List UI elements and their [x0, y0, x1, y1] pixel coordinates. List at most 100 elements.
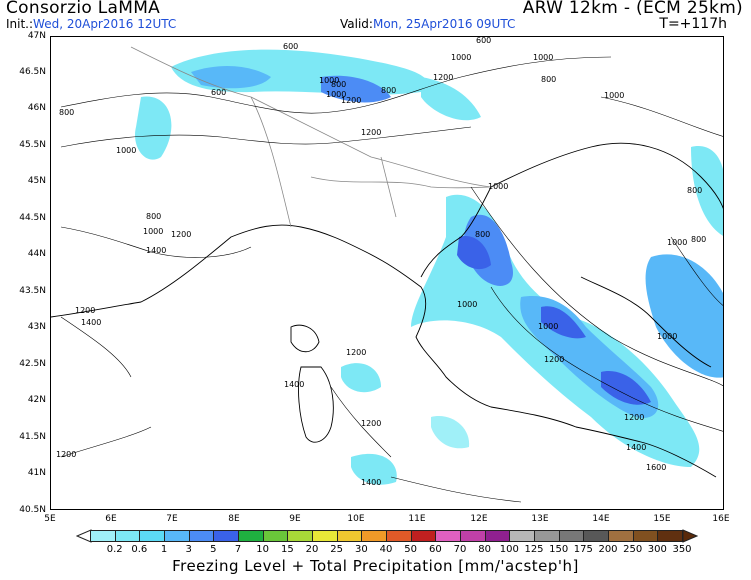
- contour-label: 800: [331, 80, 346, 89]
- contour-label: 1400: [284, 380, 304, 389]
- precipitation-map: 600 600 800 1000 1000 800 1000 1200 600 …: [50, 36, 724, 510]
- contour-label: 1000: [533, 53, 553, 62]
- init-time: Init.:Wed, 20Apr2016 12UTC: [6, 17, 176, 31]
- legend-label: 70: [453, 544, 467, 555]
- precipitation-fill: [135, 49, 723, 485]
- legend-label: 15: [280, 544, 294, 555]
- legend-swatch: [287, 530, 313, 542]
- valid-time: Valid:Mon, 25Apr2016 09UTC: [340, 17, 515, 31]
- legend-swatch: [90, 530, 116, 542]
- legend-swatch: [484, 530, 511, 542]
- lat-label: 44N: [27, 249, 46, 259]
- legend-label: 10: [256, 544, 270, 555]
- lat-label: 43N: [27, 322, 46, 332]
- contour-label: 800: [475, 230, 490, 239]
- legend-swatch: [164, 530, 190, 542]
- contour-label: 1000: [319, 76, 339, 85]
- contour-label: 800: [687, 186, 702, 195]
- lat-label: 41.5N: [19, 432, 46, 442]
- legend-label: 200: [598, 544, 618, 555]
- lon-label: 12E: [470, 514, 488, 524]
- legend-label: 125: [524, 544, 544, 555]
- legend-label: 60: [428, 544, 442, 555]
- freezing-level-contours: [60, 56, 723, 503]
- lat-label: 42.5N: [19, 359, 46, 369]
- lat-label: 45.5N: [19, 140, 46, 150]
- contour-label: 600: [211, 88, 226, 97]
- contour-label: 600: [476, 37, 491, 45]
- legend-swatch: [410, 530, 437, 542]
- contour-label: 1000: [457, 300, 477, 309]
- contour-label: 1400: [146, 246, 166, 255]
- legend-swatch: [139, 530, 165, 542]
- lon-label: 15E: [653, 514, 671, 524]
- model-title: ARW 12km - (ECM 25km): [522, 0, 743, 18]
- contour-label: 1200: [544, 355, 564, 364]
- contour-label: 1000: [116, 146, 136, 155]
- lon-label: 13E: [531, 514, 549, 524]
- lat-label: 44.5N: [19, 213, 46, 223]
- legend-label: 25: [330, 544, 344, 555]
- contour-label: 1000: [326, 90, 346, 99]
- legend-swatch: [608, 530, 634, 542]
- legend-swatch: [632, 530, 659, 542]
- init-value: Wed, 20Apr2016 12UTC: [33, 17, 177, 31]
- map-canvas: 600 600 800 1000 1000 800 1000 1200 600 …: [51, 37, 723, 503]
- legend-swatch: [435, 530, 461, 542]
- contour-label: 1200: [75, 306, 95, 315]
- contour-label: 1000: [667, 238, 687, 247]
- contour-label: 1200: [171, 230, 191, 239]
- contour-label: 1200: [361, 419, 381, 428]
- lon-label: 10E: [347, 514, 365, 524]
- contour-label: 1200: [346, 348, 366, 357]
- contour-label: 800: [146, 212, 161, 221]
- legend-right-arrow: [682, 529, 698, 543]
- legend-swatch: [361, 530, 387, 542]
- borders: [130, 46, 492, 228]
- legend-swatch: [386, 530, 412, 542]
- lat-label: 43.5N: [19, 286, 46, 296]
- lat-label: 40.5N: [19, 505, 46, 515]
- lat-label: 46.5N: [19, 67, 46, 77]
- legend-swatch: [460, 530, 486, 542]
- lat-label: 42N: [27, 395, 46, 405]
- coastlines: [51, 142, 723, 478]
- legend-label: 350: [672, 544, 692, 555]
- contour-label: 1400: [626, 443, 646, 452]
- legend-label: 40: [379, 544, 393, 555]
- legend-label: 5: [210, 544, 217, 555]
- contour-label: 600: [283, 42, 298, 51]
- contour-label: 1400: [361, 478, 381, 487]
- organization-title: Consorzio LaMMA: [6, 0, 161, 18]
- legend-label: 7: [234, 544, 242, 555]
- legend-label: 250: [623, 544, 643, 555]
- contour-label: 1000: [451, 53, 471, 62]
- legend-label: 3: [185, 544, 192, 555]
- contour-label: 1600: [646, 463, 666, 472]
- valid-value: Mon, 25Apr2016 09UTC: [372, 17, 516, 31]
- contour-label: 1000: [538, 322, 558, 331]
- legend-label: 300: [647, 544, 667, 555]
- lat-label: 46N: [27, 103, 46, 113]
- legend-swatch: [114, 530, 141, 542]
- legend-label: 80: [478, 544, 492, 555]
- legend-swatch: [583, 530, 609, 542]
- legend-swatch: [213, 530, 239, 542]
- valid-label: Valid:: [340, 17, 373, 31]
- contour-label: 1200: [433, 73, 453, 82]
- legend-swatch: [657, 530, 683, 542]
- legend-label: 50: [404, 544, 418, 555]
- contour-label: 1200: [341, 96, 361, 105]
- contour-label: 1200: [624, 413, 644, 422]
- lon-label: 6E: [105, 514, 117, 524]
- contour-label: 800: [59, 108, 74, 117]
- contour-label: 1400: [81, 318, 101, 327]
- legend-label: 100: [499, 544, 519, 555]
- lon-label: 9E: [289, 514, 301, 524]
- legend-label: 20: [305, 544, 319, 555]
- lon-label: 11E: [408, 514, 426, 524]
- legend-swatch: [509, 530, 535, 542]
- legend-swatch: [534, 530, 560, 542]
- lat-label: 47N: [27, 31, 46, 41]
- legend-label: 0.2: [106, 544, 123, 555]
